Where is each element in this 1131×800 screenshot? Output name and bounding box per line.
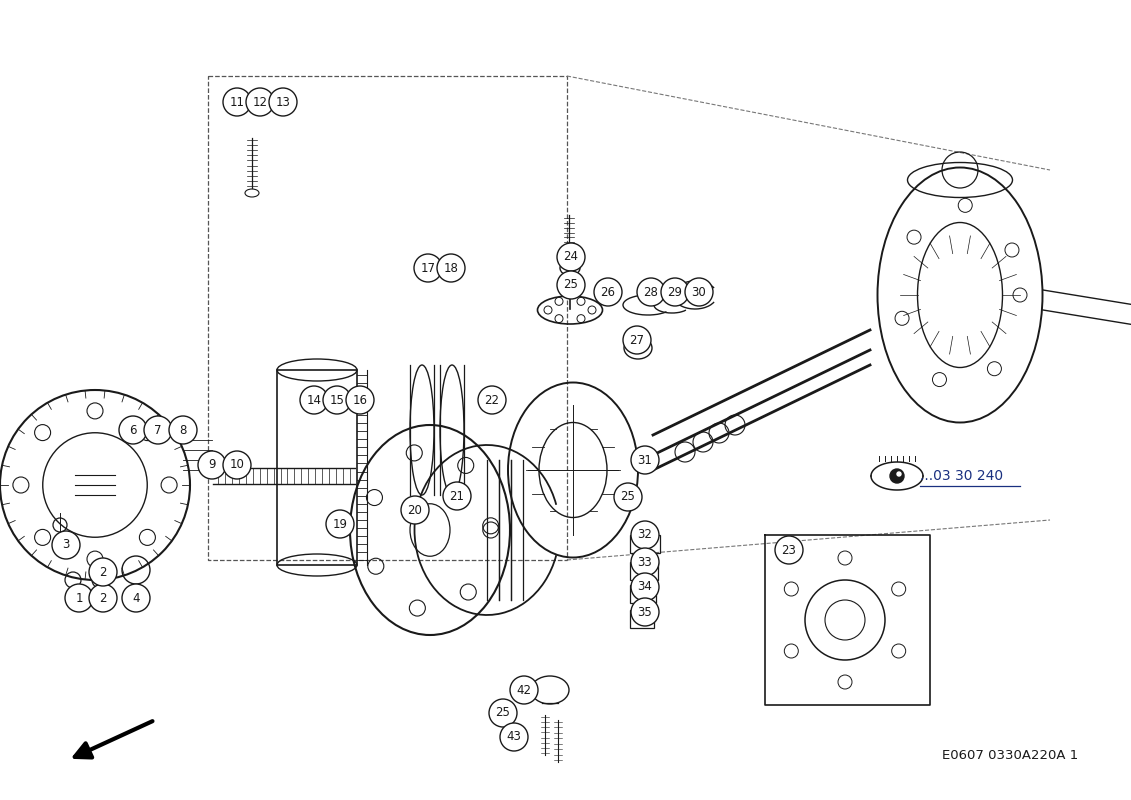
Text: 42: 42 bbox=[517, 683, 532, 697]
Circle shape bbox=[631, 598, 659, 626]
Circle shape bbox=[478, 386, 506, 414]
Circle shape bbox=[169, 416, 197, 444]
Text: 22: 22 bbox=[484, 394, 500, 406]
Circle shape bbox=[119, 416, 147, 444]
Circle shape bbox=[89, 558, 116, 586]
Text: 23: 23 bbox=[782, 543, 796, 557]
Circle shape bbox=[890, 469, 904, 483]
Circle shape bbox=[64, 584, 93, 612]
Text: 14: 14 bbox=[307, 394, 321, 406]
Circle shape bbox=[631, 521, 659, 549]
Text: 10: 10 bbox=[230, 458, 244, 471]
Text: 21: 21 bbox=[449, 490, 465, 502]
Circle shape bbox=[897, 472, 901, 476]
Text: 7: 7 bbox=[154, 423, 162, 437]
Circle shape bbox=[510, 676, 538, 704]
Text: 30: 30 bbox=[692, 286, 707, 298]
Circle shape bbox=[122, 584, 150, 612]
Circle shape bbox=[300, 386, 328, 414]
Text: 34: 34 bbox=[638, 581, 653, 594]
Text: 6: 6 bbox=[129, 423, 137, 437]
Text: 2: 2 bbox=[100, 591, 106, 605]
Circle shape bbox=[556, 271, 585, 299]
Text: 31: 31 bbox=[638, 454, 653, 466]
Text: 9: 9 bbox=[208, 458, 216, 471]
Text: 19: 19 bbox=[333, 518, 347, 530]
Text: 13: 13 bbox=[276, 95, 291, 109]
Bar bbox=[277, 370, 357, 565]
Circle shape bbox=[685, 278, 713, 306]
Circle shape bbox=[269, 88, 297, 116]
Circle shape bbox=[775, 536, 803, 564]
Circle shape bbox=[614, 483, 642, 511]
Circle shape bbox=[326, 510, 354, 538]
Circle shape bbox=[414, 254, 442, 282]
Text: 8: 8 bbox=[180, 423, 187, 437]
Text: 2: 2 bbox=[100, 566, 106, 578]
Circle shape bbox=[223, 88, 251, 116]
Bar bbox=[630, 585, 656, 603]
Text: 25: 25 bbox=[621, 490, 636, 503]
Bar bbox=[630, 610, 654, 628]
Circle shape bbox=[198, 451, 226, 479]
Text: 20: 20 bbox=[407, 503, 423, 517]
Circle shape bbox=[661, 278, 689, 306]
Bar bbox=[630, 562, 658, 580]
Circle shape bbox=[443, 482, 470, 510]
Bar bbox=[630, 535, 661, 553]
Circle shape bbox=[623, 326, 651, 354]
Circle shape bbox=[323, 386, 351, 414]
Text: 4: 4 bbox=[132, 591, 140, 605]
Text: 25: 25 bbox=[495, 706, 510, 719]
Text: 43: 43 bbox=[507, 730, 521, 743]
Circle shape bbox=[89, 584, 116, 612]
Text: 33: 33 bbox=[638, 555, 653, 569]
Circle shape bbox=[489, 699, 517, 727]
Text: 32: 32 bbox=[638, 529, 653, 542]
Circle shape bbox=[346, 386, 374, 414]
Text: 24: 24 bbox=[563, 250, 578, 263]
Text: 1: 1 bbox=[76, 591, 83, 605]
Text: 28: 28 bbox=[644, 286, 658, 298]
Circle shape bbox=[223, 451, 251, 479]
Text: 27: 27 bbox=[630, 334, 645, 346]
Text: 29: 29 bbox=[667, 286, 682, 298]
Text: 35: 35 bbox=[638, 606, 653, 618]
Text: 18: 18 bbox=[443, 262, 458, 274]
Circle shape bbox=[631, 548, 659, 576]
Circle shape bbox=[402, 496, 429, 524]
Text: E0607 0330A220A 1: E0607 0330A220A 1 bbox=[942, 749, 1078, 762]
Circle shape bbox=[631, 573, 659, 601]
Circle shape bbox=[556, 243, 585, 271]
Text: 17: 17 bbox=[421, 262, 435, 274]
Circle shape bbox=[437, 254, 465, 282]
Circle shape bbox=[144, 416, 172, 444]
Text: 15: 15 bbox=[329, 394, 345, 406]
Text: ...03 30 240: ...03 30 240 bbox=[920, 469, 1003, 483]
Text: 12: 12 bbox=[252, 95, 268, 109]
Text: 25: 25 bbox=[563, 278, 578, 291]
Text: 16: 16 bbox=[353, 394, 368, 406]
Circle shape bbox=[247, 88, 274, 116]
Text: 3: 3 bbox=[62, 538, 70, 551]
Circle shape bbox=[52, 531, 80, 559]
Text: 26: 26 bbox=[601, 286, 615, 298]
Circle shape bbox=[631, 446, 659, 474]
Circle shape bbox=[637, 278, 665, 306]
Circle shape bbox=[500, 723, 528, 751]
Circle shape bbox=[594, 278, 622, 306]
Text: 11: 11 bbox=[230, 95, 244, 109]
